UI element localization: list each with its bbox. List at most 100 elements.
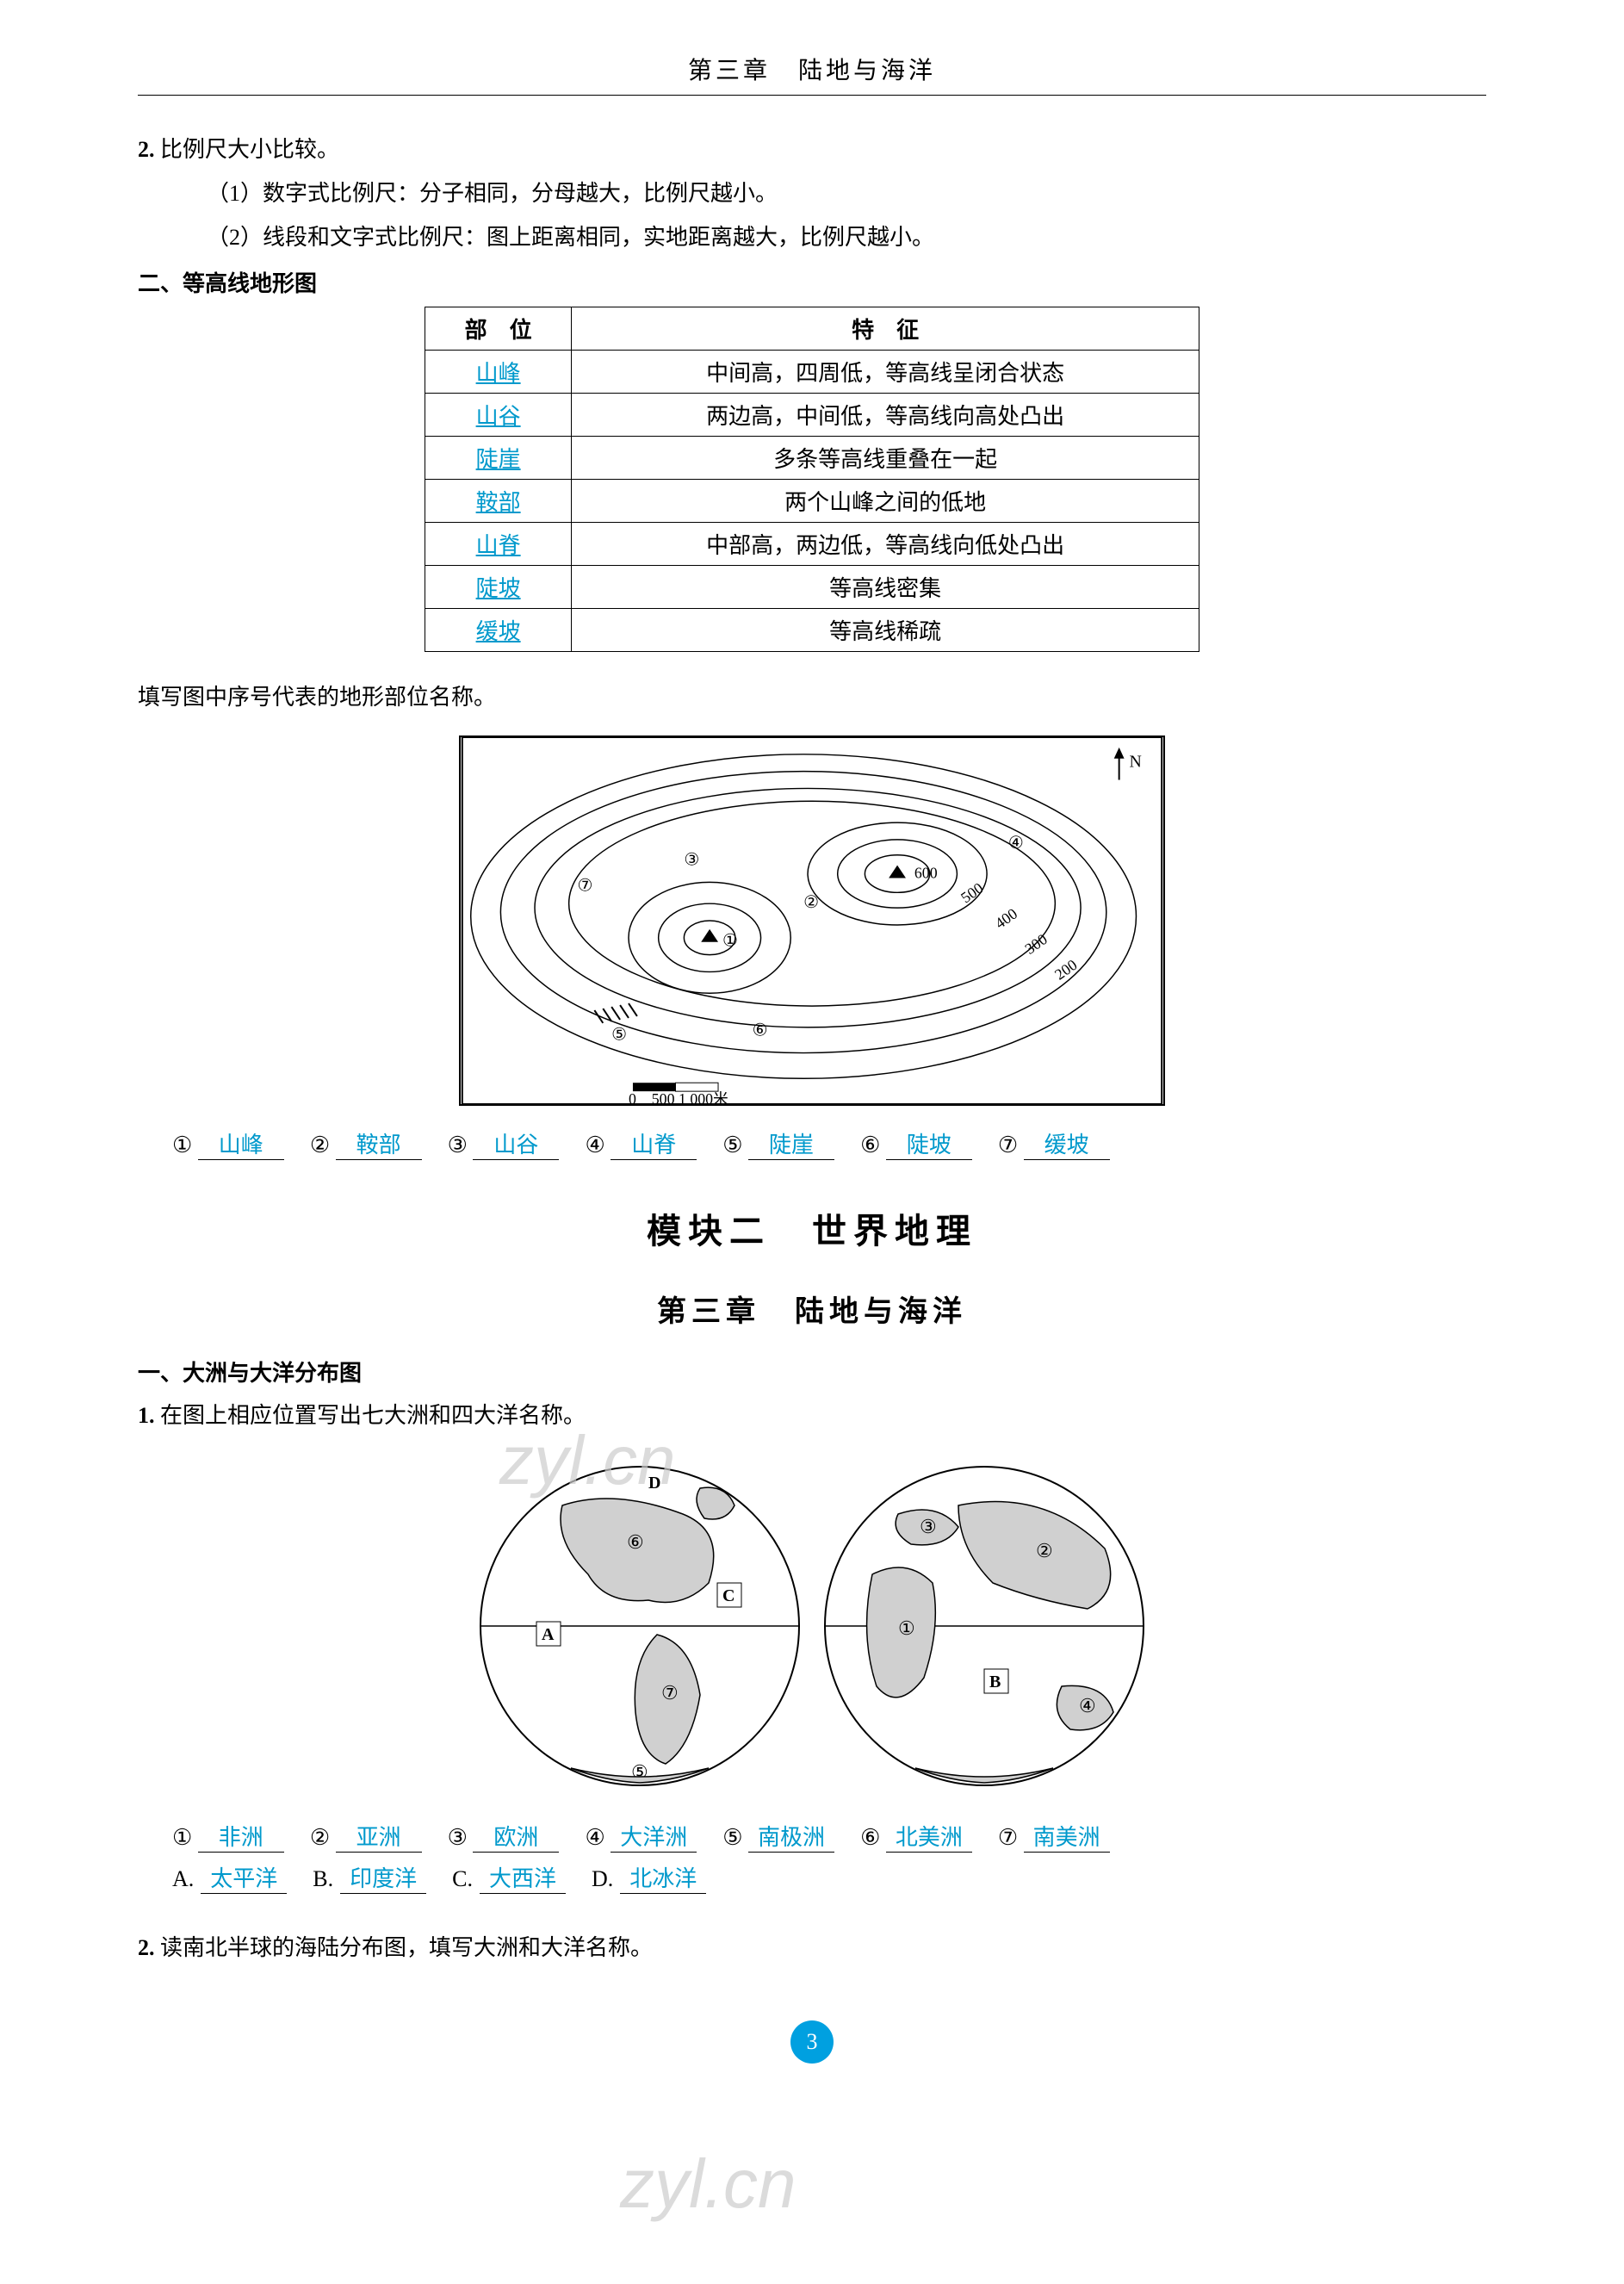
scale-label: 0 500 1 000米 [629,1090,728,1106]
page-number: 3 [138,2020,1486,2064]
number: ⑦ [998,1133,1018,1158]
svg-text:A: A [542,1625,555,1644]
letter: A. [172,1866,194,1892]
globe-diagram: ⑥ ⑦ ⑤ A C D ① ② ③ ④ B [138,1454,1486,1803]
chapter-title: 第三章 陆地与海洋 [138,1288,1486,1330]
svg-text:①: ① [898,1617,915,1639]
table-row: 山峰 中间高，四周低，等高线呈闭合状态 [425,351,1199,394]
answer: 非洲 [198,1820,284,1853]
north-label: N [1130,753,1142,772]
svg-text:②: ② [803,893,819,912]
svg-text:⑥: ⑥ [753,1021,768,1040]
answer: 山谷 [476,404,521,429]
cell: 两个山峰之间的低地 [572,480,1199,523]
contour-diagram: N ① ② ③ ④ ⑤ ⑥ ⑦ 600 500 400 300 [138,735,1486,1110]
page-badge: 3 [790,2020,834,2064]
cell: 两边高，中间低，等高线向高处凸出 [572,394,1199,437]
item-number: 2. [138,1935,155,1960]
svg-text:②: ② [1036,1540,1053,1561]
continent-number-answers: ① 非洲 ② 亚洲 ③ 欧洲 ④ 大洋洲 ⑤ 南极洲 ⑥ 北美洲 ⑦ 南美洲 [138,1820,1486,1853]
question-text: 在图上相应位置写出七大洲和四大洋名称。 [160,1403,586,1428]
answer: 鞍部 [476,490,521,515]
continents-heading: 一、大洲与大洋分布图 [138,1356,1486,1387]
answer: 山脊 [476,533,521,558]
answer: 北美洲 [886,1820,972,1853]
answer: 大西洋 [480,1861,566,1894]
number: ③ [448,1133,468,1158]
section-2: 2. 比例尺大小比较。 [138,130,1486,171]
svg-text:⑦: ⑦ [661,1682,679,1704]
answer: 太平洋 [201,1861,287,1894]
number: ① [172,1133,192,1158]
watermark: zyl.cn [620,2144,797,2224]
cell: 多条等高线重叠在一起 [572,437,1199,480]
answer: 陡坡 [886,1127,972,1160]
svg-text:⑤: ⑤ [611,1026,627,1045]
answer: 南极洲 [748,1820,834,1853]
number: ⑤ [722,1133,742,1158]
number: ⑦ [998,1825,1018,1850]
svg-text:B: B [989,1673,1001,1691]
question-2: 2. 读南北半球的海陆分布图，填写大洲和大洋名称。 [138,1928,1486,1969]
table-row: 陡崖多条等高线重叠在一起 [425,437,1199,480]
list-item: （2）线段和文字式比例尺：图上距离相同，实地距离越大，比例尺越小。 [138,218,1486,258]
svg-text:D: D [648,1474,660,1493]
answer: 南美洲 [1024,1820,1110,1853]
number: ④ [585,1825,604,1850]
cell: 等高线稀疏 [572,609,1199,652]
number: ④ [585,1133,604,1158]
svg-text:④: ④ [1008,834,1024,853]
header-rule [138,95,1486,96]
number: ② [310,1133,330,1158]
table-row: 陡坡等高线密集 [425,566,1199,609]
svg-text:⑦: ⑦ [578,877,593,896]
svg-text:③: ③ [920,1516,937,1537]
instruction: 填写图中序号代表的地形部位名称。 [138,678,1486,718]
answer: 山脊 [611,1127,697,1160]
cell: 中间高，四周低，等高线呈闭合状态 [572,351,1199,394]
answer: 欧洲 [473,1820,559,1853]
svg-text:①: ① [722,932,738,951]
item-number: 2. [138,137,155,162]
svg-text:C: C [722,1586,735,1605]
table-row: 缓坡 等高线稀疏 [425,609,1199,652]
number: ② [310,1825,330,1850]
table-header: 部 位 [425,307,572,351]
contour-value: 600 [914,865,938,882]
number: ① [172,1825,192,1850]
item-number: 1. [138,1403,155,1428]
answer: 大洋洲 [611,1820,697,1853]
number: ⑤ [722,1825,742,1850]
answer: 山谷 [473,1127,559,1160]
table-row: 山脊 中部高，两边低，等高线向低处凸出 [425,523,1199,566]
answer: 山峰 [198,1127,284,1160]
answer: 缓坡 [476,619,521,644]
terrain-table: 部 位 特 征 山峰 中间高，四周低，等高线呈闭合状态 山谷 两边高，中间低，等高线… [425,307,1199,652]
table-row: 山谷 两边高，中间低，等高线向高处凸出 [425,394,1199,437]
letter: D. [592,1866,613,1892]
answer: 陡坡 [476,576,521,601]
contour-answers: ① 山峰 ② 鞍部 ③ 山谷 ④ 山脊 ⑤ 陡崖 ⑥ 陡坡 ⑦ 缓坡 [138,1127,1486,1160]
page-header: 第三章 陆地与海洋 [138,52,1486,86]
table-header: 特 征 [572,307,1199,351]
number: ⑥ [860,1133,880,1158]
svg-text:④: ④ [1079,1695,1096,1716]
answer: 鞍部 [336,1127,422,1160]
answer: 亚洲 [336,1820,422,1853]
ocean-letter-answers: A.太平洋 B.印度洋 C.大西洋 D.北冰洋 [138,1861,1486,1894]
number: ⑥ [860,1825,880,1850]
question-1: 1. 在图上相应位置写出七大洲和四大洋名称。 [138,1396,1486,1437]
answer: 缓坡 [1024,1127,1110,1160]
question-text: 读南北半球的海陆分布图，填写大洲和大洋名称。 [160,1935,653,1960]
letter: C. [452,1866,473,1892]
item-title: 比例尺大小比较。 [160,137,339,162]
answer: 山峰 [476,361,521,386]
answer: 北冰洋 [620,1861,706,1894]
svg-text:③: ③ [684,851,699,870]
cell: 中部高，两边低，等高线向低处凸出 [572,523,1199,566]
letter: B. [313,1866,333,1892]
svg-text:⑥: ⑥ [627,1531,644,1553]
number: ③ [448,1825,468,1850]
module-title: 模块二 世界地理 [138,1203,1486,1253]
list-item: （1）数字式比例尺：分子相同，分母越大，比例尺越小。 [138,174,1486,214]
